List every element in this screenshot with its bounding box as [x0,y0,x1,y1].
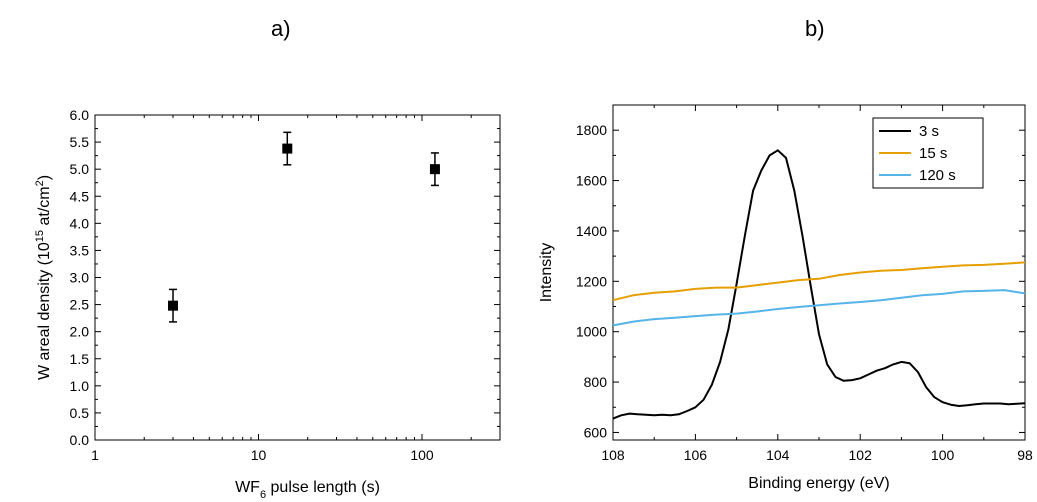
y-tick-label-a: 3.5 [70,242,90,258]
series-line-15-s [612,261,1026,302]
legend-label: 120 s [919,167,956,184]
y-tick-label-a: 0.0 [70,432,90,448]
legend-label: 15 s [919,145,947,162]
y-tick-label-b: 1800 [576,122,607,138]
x-tick-label-b: 108 [601,447,625,463]
x-tick-label-b: 102 [849,447,873,463]
data-point [282,143,293,154]
x-axis-label-b: Binding energy (eV) [748,475,889,492]
y-tick-label-b: 1200 [576,273,607,289]
x-tick-label-b: 100 [931,447,955,463]
y-tick-label-a: 0.5 [70,405,90,421]
y-tick-label-a: 1.0 [70,378,90,394]
y-tick-label-b: 1000 [576,324,607,340]
y-tick-label-b: 1400 [576,223,607,239]
y-tick-label-a: 3.0 [70,270,90,286]
x-tick-label-b: 98 [1017,447,1033,463]
x-axis-label-a: WF6 pulse length (s) [235,479,380,501]
y-tick-label-a: 4.5 [70,188,90,204]
x-tick-label-a: 1 [91,447,99,463]
y-tick-label-a: 1.5 [70,351,90,367]
legend-label: 3 s [919,123,939,140]
data-point [168,300,179,311]
panel-label-a: a) [271,16,291,41]
y-tick-label-a: 2.5 [70,297,90,313]
y-axis-label-a: W areal density (1015 at/cm2) [34,175,53,380]
y-tick-label-b: 600 [584,424,608,440]
series-line-3-s [612,149,1026,420]
y-tick-label-a: 5.0 [70,161,90,177]
x-tick-label-b: 106 [684,447,708,463]
series-line-120-s [612,289,1026,327]
y-tick-label-a: 6.0 [70,107,90,123]
panel-label-b: b) [805,16,825,41]
y-tick-label-a: 5.5 [70,134,90,150]
x-tick-label-a: 10 [251,447,267,463]
y-tick-label-b: 800 [584,374,608,390]
y-tick-label-a: 4.0 [70,215,90,231]
data-point [429,164,440,175]
y-tick-label-a: 2.0 [70,324,90,340]
x-tick-label-a: 100 [410,447,434,463]
y-axis-label-b: Intensity [538,243,555,303]
x-tick-label-b: 104 [766,447,790,463]
y-tick-label-b: 1600 [576,173,607,189]
